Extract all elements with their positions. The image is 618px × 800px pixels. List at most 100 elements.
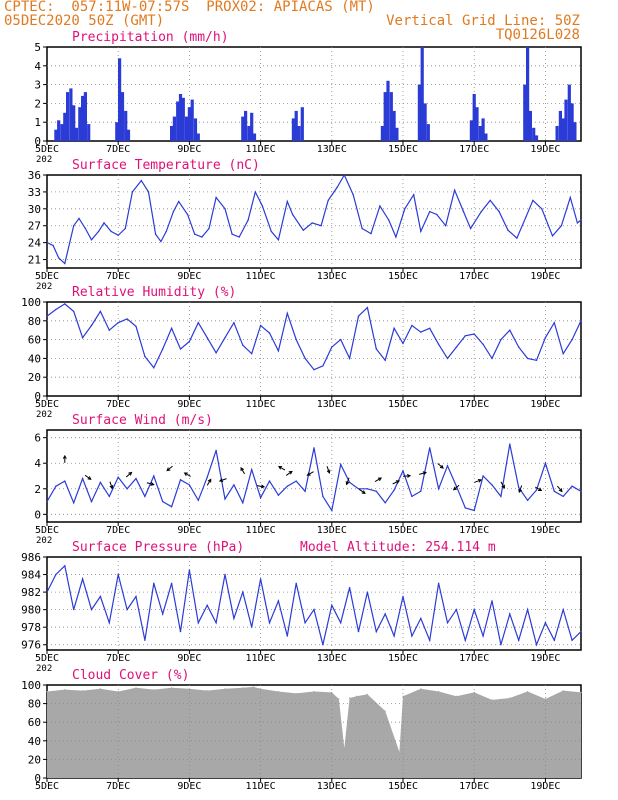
- series-point: [384, 359, 386, 361]
- cloud-cover-point: [455, 695, 457, 697]
- series-point: [455, 485, 458, 487]
- wind-arrow-shaft: [278, 466, 286, 471]
- x-tick-label: 19DEC: [530, 399, 560, 410]
- series-point: [224, 208, 226, 210]
- x-tick-label: 15DEC: [388, 144, 418, 155]
- series-line: [46, 173, 582, 265]
- wind-arrow-shaft: [453, 484, 460, 491]
- series-point: [322, 495, 324, 498]
- precip-bar: [526, 47, 530, 141]
- series-point: [411, 635, 413, 637]
- wind-arrow-head: [218, 478, 224, 483]
- precip-bar: [300, 107, 304, 141]
- series-point: [331, 346, 333, 348]
- y-tick-label: 0: [34, 135, 41, 148]
- x-tick-label: 5DEC: [35, 653, 59, 664]
- x-tick-label: 19DEC: [530, 271, 560, 282]
- y-tick-label: 33: [28, 186, 41, 199]
- series-point: [388, 219, 390, 221]
- series-point: [562, 353, 564, 355]
- panel-frame: [46, 46, 582, 142]
- y-tick-label: 978: [21, 621, 41, 634]
- series-point: [580, 490, 582, 492]
- wind-arrow-shaft: [125, 472, 132, 478]
- wind-arrow-head: [377, 477, 383, 482]
- series-point: [311, 222, 313, 224]
- series-point: [402, 595, 404, 598]
- series-point: [268, 622, 271, 624]
- series-point: [270, 230, 272, 233]
- precip-bar: [72, 105, 76, 141]
- x-tick-label: 9DEC: [177, 525, 201, 536]
- series-point: [231, 233, 233, 235]
- series-point: [366, 488, 369, 490]
- y-tick-label: 1: [34, 116, 41, 129]
- series-point: [420, 230, 422, 233]
- series-point: [58, 257, 60, 259]
- series-point: [473, 608, 475, 611]
- series-point: [206, 337, 208, 339]
- series-point: [135, 325, 137, 328]
- wind-arrow: [392, 480, 400, 485]
- x-tick-label: 13DEC: [317, 271, 347, 282]
- series-point: [201, 236, 203, 238]
- series-point: [73, 310, 75, 313]
- x-tick-label: 17DEC: [459, 271, 489, 282]
- precip-bar: [567, 84, 571, 141]
- x-tick-label: 7DEC: [106, 271, 130, 282]
- series-point: [153, 582, 155, 584]
- x-tick-label: 13DEC: [317, 781, 347, 792]
- x-tick-label: 11DEC: [246, 653, 276, 664]
- wind-arrow-shaft: [419, 472, 427, 475]
- series-point: [194, 233, 196, 235]
- cloud-cover-point: [117, 690, 119, 693]
- series-point: [455, 608, 458, 611]
- series-point: [55, 573, 57, 576]
- precip-bar: [534, 135, 539, 141]
- wind-arrow-head: [345, 481, 350, 486]
- series-point: [313, 608, 315, 611]
- y-tick-label: 30: [28, 203, 41, 216]
- y-tick-label: 2: [34, 97, 41, 110]
- wind-arrow-shaft: [346, 477, 350, 485]
- series-point: [124, 227, 127, 230]
- wind-arrow-shaft: [392, 480, 400, 485]
- series-point: [343, 174, 345, 176]
- precip-bar: [291, 118, 295, 141]
- cloud-cover-point: [224, 688, 226, 690]
- x-tick-label: 9DEC: [177, 144, 201, 155]
- precip-bar: [87, 124, 91, 141]
- precip-bar: [484, 133, 488, 141]
- wind-arrow-head: [183, 472, 188, 476]
- series-point: [473, 509, 475, 512]
- series-point: [55, 308, 57, 311]
- cloud-cover-point: [153, 689, 155, 691]
- series-point: [348, 587, 351, 589]
- series-point: [242, 502, 244, 504]
- series-point: [404, 208, 406, 210]
- x-tick-label: 19DEC: [530, 144, 560, 155]
- wind-arrow-head: [62, 454, 67, 459]
- wind-arrow: [278, 466, 286, 471]
- y-tick-label: 80: [28, 698, 41, 711]
- series-point: [188, 340, 191, 343]
- panel-4: 0 2 4 6 5DEC 7DEC 9DEC 11DEC 13DEC 15DEC 17DEC 19DE…: [34, 413, 582, 546]
- wind-arrow-head: [306, 472, 311, 476]
- wind-arrow: [358, 488, 366, 494]
- precip-bar: [420, 47, 424, 141]
- series-point: [541, 208, 543, 210]
- wind-arrow-head: [395, 480, 400, 484]
- series-point: [464, 335, 466, 337]
- wind-arrow-shaft: [84, 474, 92, 480]
- wind-arrow-head: [406, 473, 412, 478]
- x-tick-label: 17DEC: [459, 144, 489, 155]
- series-point: [97, 230, 100, 233]
- precip-bar: [57, 120, 61, 141]
- wind-arrow: [84, 474, 92, 480]
- series-point: [313, 447, 315, 449]
- series-point: [206, 476, 208, 478]
- y-tick-label: 36: [28, 169, 41, 182]
- y-tick-label: 100: [21, 679, 41, 692]
- series-point: [160, 240, 162, 243]
